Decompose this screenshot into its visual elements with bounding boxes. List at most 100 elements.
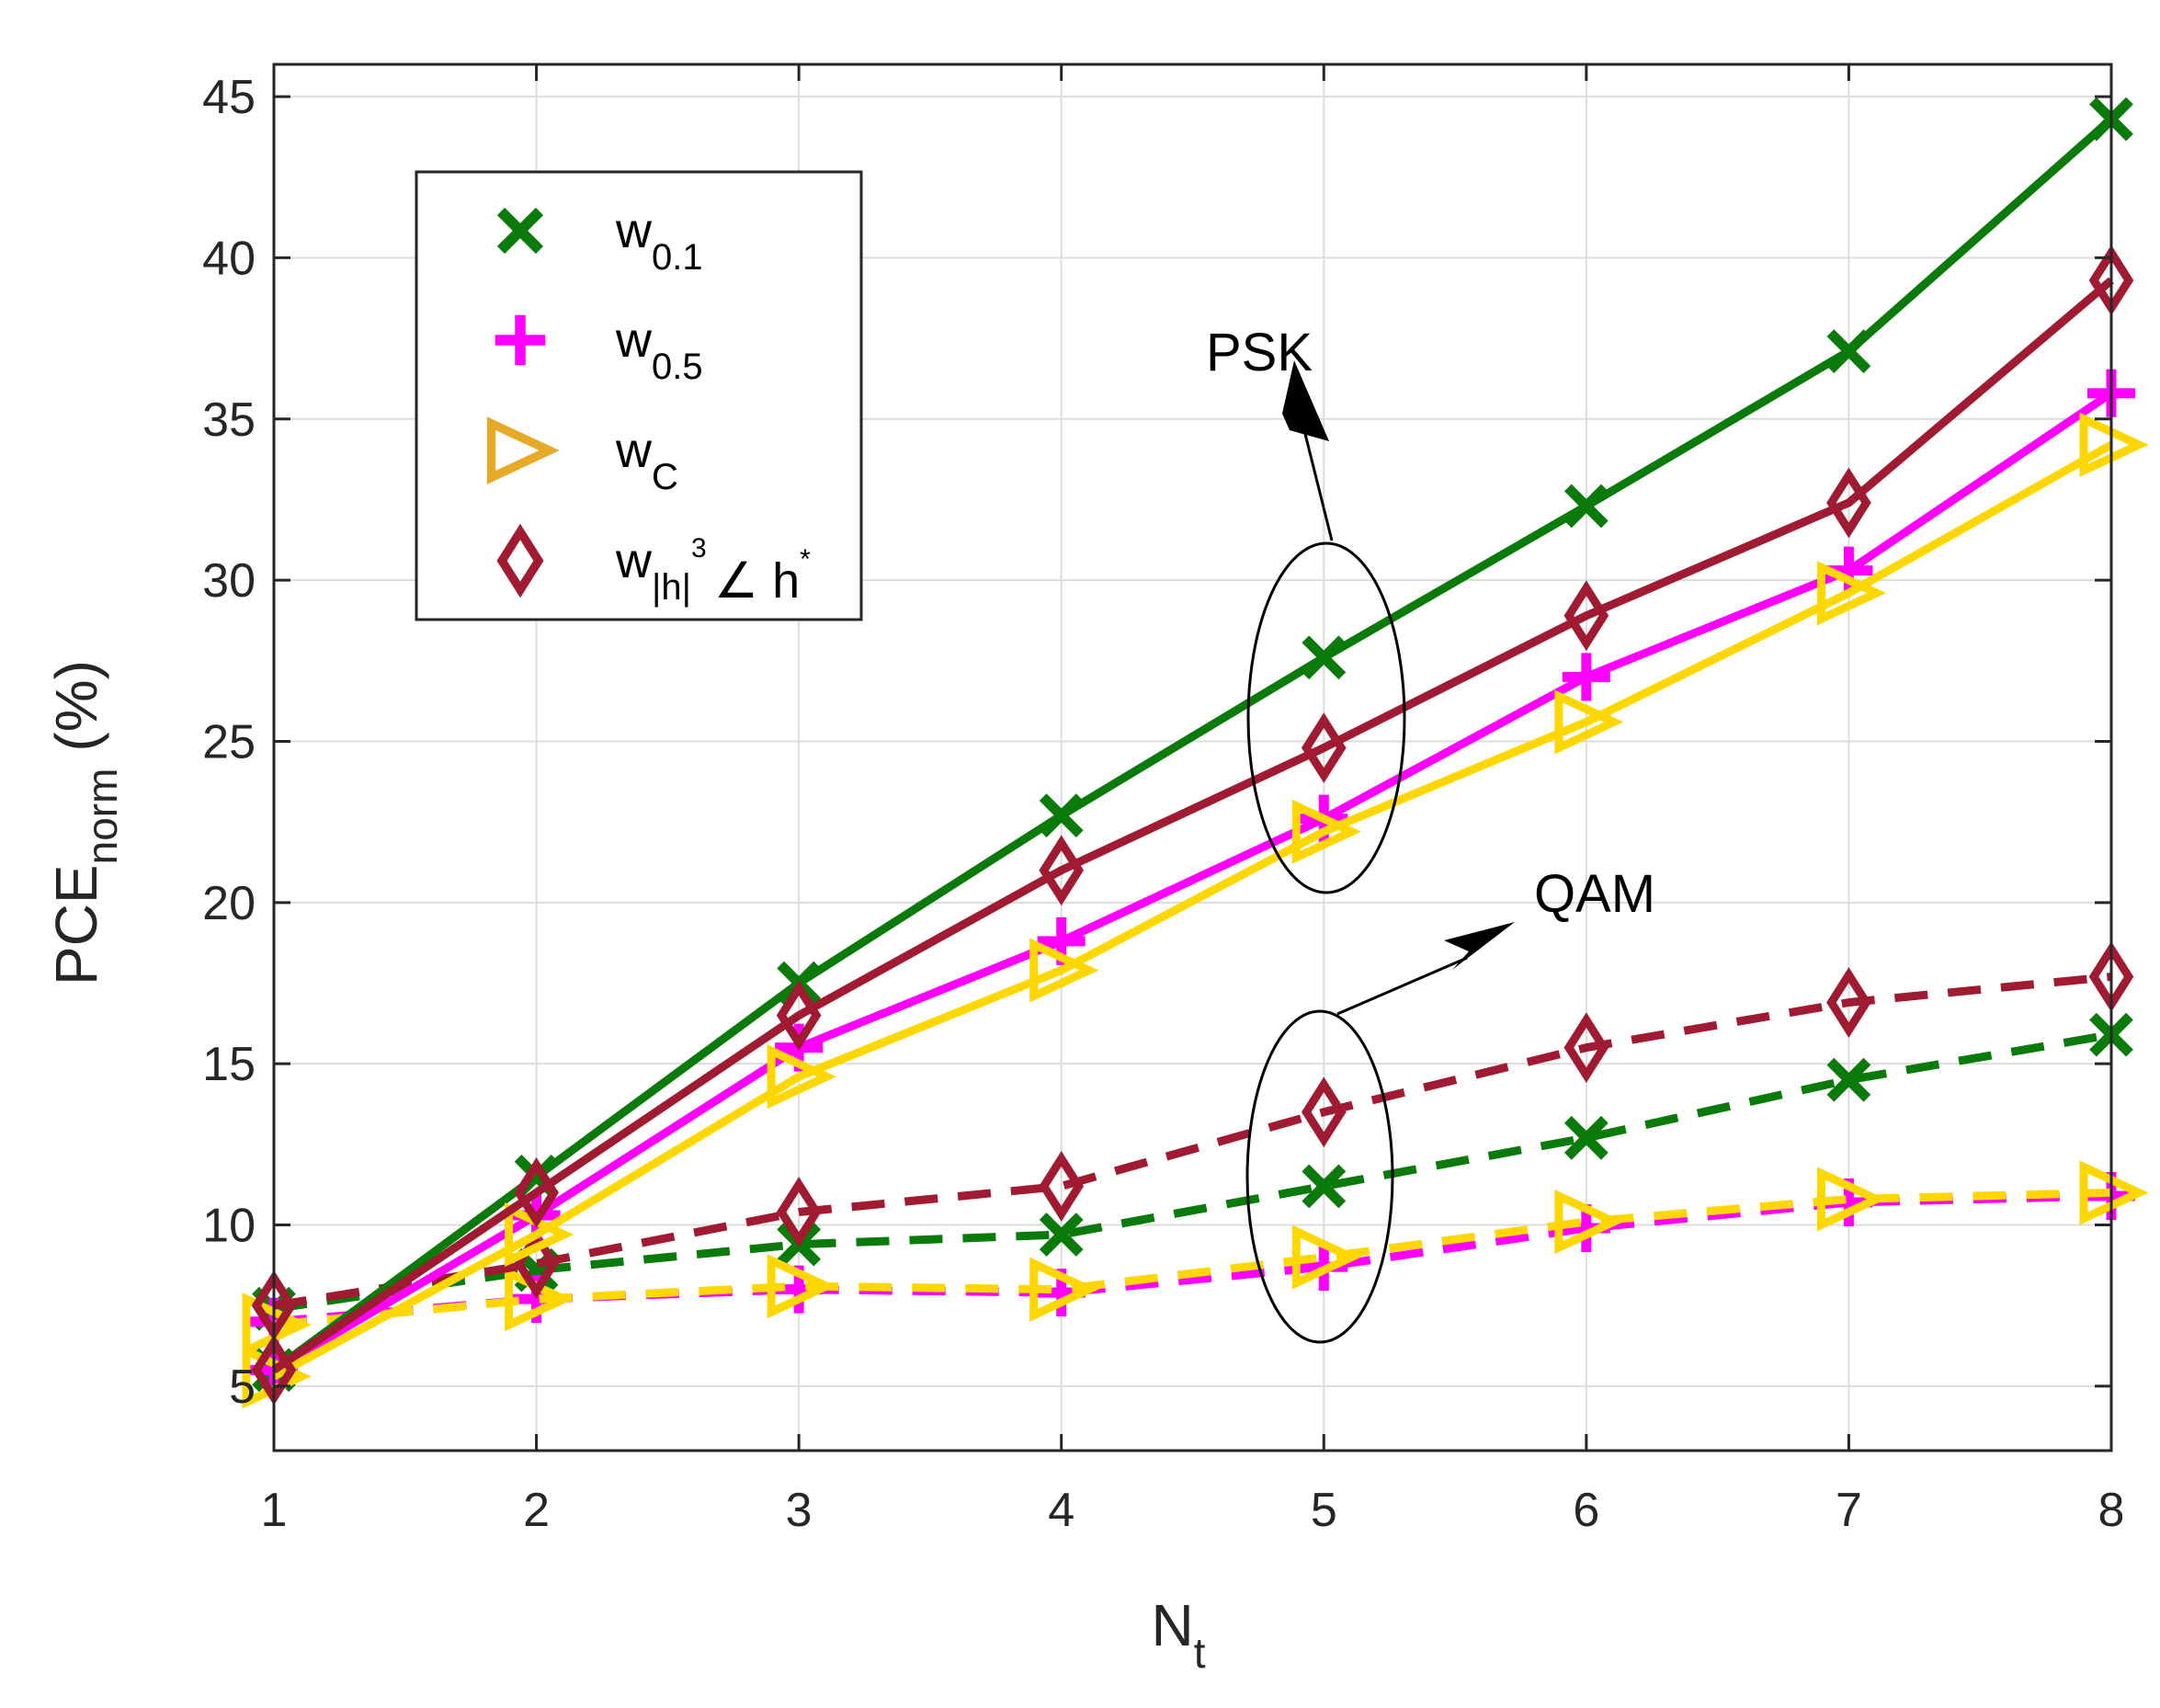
legend-label-sup: 3 (691, 533, 707, 564)
legend-box (415, 170, 863, 621)
data-point-marker (767, 1254, 836, 1319)
series-wh3-psk (251, 245, 2134, 1406)
legend-label-sup2: * (800, 544, 811, 575)
y-tick-label: 5 (229, 1361, 256, 1414)
data-point-marker (1554, 1189, 1624, 1255)
x-tick-label: 4 (1048, 1484, 1074, 1537)
plot-frame (272, 63, 2113, 1452)
data-point-marker (1562, 653, 1610, 701)
x-tick-label: 6 (1573, 1484, 1599, 1537)
legend-item-wh3: w|h|3∠ h* (496, 523, 811, 609)
data-point-marker (1291, 1224, 1361, 1290)
y-tick-label: 20 (202, 877, 256, 930)
data-point-marker (1039, 1151, 1085, 1222)
data-point-marker (1826, 329, 1871, 374)
legend-item-w01: w0.1 (496, 203, 703, 278)
x-tick-label: 8 (2098, 1484, 2125, 1537)
x-axis-label-sub: t (1194, 1629, 1206, 1677)
y-axis-label: PCEnorm (%) (43, 660, 126, 985)
psk-arrowhead (1282, 360, 1329, 441)
legend-item-wC: wC (486, 416, 678, 497)
legend-marker-w05 (495, 314, 546, 366)
y-tick-label: 35 (202, 393, 256, 447)
x-tick-label: 3 (786, 1484, 813, 1537)
psk-ellipse (1246, 541, 1406, 894)
data-point-marker (1302, 1164, 1347, 1209)
legend-label-sub: |h| (652, 567, 691, 608)
x-axis-label-main: N (1152, 1592, 1194, 1658)
data-point-marker (1029, 938, 1099, 1003)
y-tick-label: 10 (202, 1200, 256, 1253)
series-wC-psk (242, 412, 2149, 1409)
y-tick-label: 15 (202, 1038, 256, 1091)
x-tick-label: 5 (1311, 1484, 1337, 1537)
series-line (271, 440, 2114, 1381)
series-line (271, 116, 2114, 1373)
y-axis-label-sub: norm (78, 769, 126, 865)
data-point-marker (1826, 467, 1871, 539)
psk-label: PSK (1206, 323, 1313, 382)
legend-label-sub: 0.1 (652, 237, 703, 278)
annotations: PSK QAM (1206, 323, 1655, 1344)
legend-label-wC: wC (615, 423, 678, 497)
legend-marker-wC (486, 416, 560, 484)
legend-label-w05: w0.5 (615, 313, 703, 387)
legend-label-base: w (615, 423, 653, 478)
legend-label-sub: 0.5 (652, 347, 703, 387)
data-point-marker (1554, 689, 1624, 755)
legend-label-sub2: ∠ h (714, 553, 800, 609)
series-line (271, 389, 2114, 1374)
data-point-marker (1563, 484, 1609, 529)
x-tick-label: 1 (261, 1484, 288, 1537)
data-point-marker (1301, 1076, 1347, 1148)
legend-label-w01: w0.1 (615, 203, 703, 278)
data-point-marker (776, 1177, 822, 1247)
data-point-marker (767, 1044, 836, 1110)
legend-marker-wh3 (496, 523, 544, 598)
series-line (273, 1191, 2112, 1327)
y-tick-label: 40 (202, 232, 256, 285)
series-line (271, 277, 2114, 1374)
data-point-marker (1039, 793, 1084, 838)
y-axis-label-main: PCE (43, 864, 109, 985)
x-tick-label: 7 (1836, 1484, 1862, 1537)
legend-label-sub: C (652, 457, 678, 497)
data-point-marker (514, 1157, 559, 1228)
data-point-marker (1816, 561, 1887, 626)
x-axis-label: Nt (1152, 1592, 1206, 1677)
data-point-marker (1039, 1213, 1084, 1257)
qam-label: QAM (1534, 864, 1655, 924)
y-tick-label: 45 (202, 71, 256, 124)
legend-label-wh3: w|h|3∠ h* (615, 533, 811, 609)
legend-marker-w01 (496, 207, 544, 255)
data-point-marker (1816, 1167, 1887, 1232)
series-layer (242, 97, 2149, 1409)
qam-ellipse (1245, 1009, 1394, 1344)
data-point-marker (1563, 1115, 1609, 1160)
data-point-marker (1826, 1057, 1871, 1102)
data-point-marker (1563, 580, 1609, 652)
psk-arrow-line (1301, 422, 1334, 541)
legend-label-base: w (615, 533, 653, 588)
data-point-marker (1826, 967, 1871, 1038)
data-point-marker (1029, 1257, 1099, 1322)
series-line (273, 1030, 2112, 1314)
legend-item-w05: w0.5 (495, 313, 703, 387)
data-point-marker (1563, 1012, 1609, 1084)
data-point-marker (1039, 835, 1085, 906)
data-point-marker (1291, 799, 1361, 864)
series-line (273, 1188, 2112, 1329)
y-tick-label: 30 (202, 554, 256, 608)
x-tick-label: 2 (523, 1484, 550, 1537)
y-tick-label: 25 (202, 715, 256, 769)
data-point-marker (1302, 635, 1347, 680)
series-line (273, 973, 2112, 1310)
legend-label-base: w (615, 203, 653, 258)
data-point-marker (776, 980, 822, 1051)
qam-arrow-line (1336, 956, 1468, 1016)
legend-label-base: w (615, 313, 653, 368)
y-axis-label-unit: (%) (43, 660, 109, 752)
qam-arrowhead (1444, 922, 1515, 970)
